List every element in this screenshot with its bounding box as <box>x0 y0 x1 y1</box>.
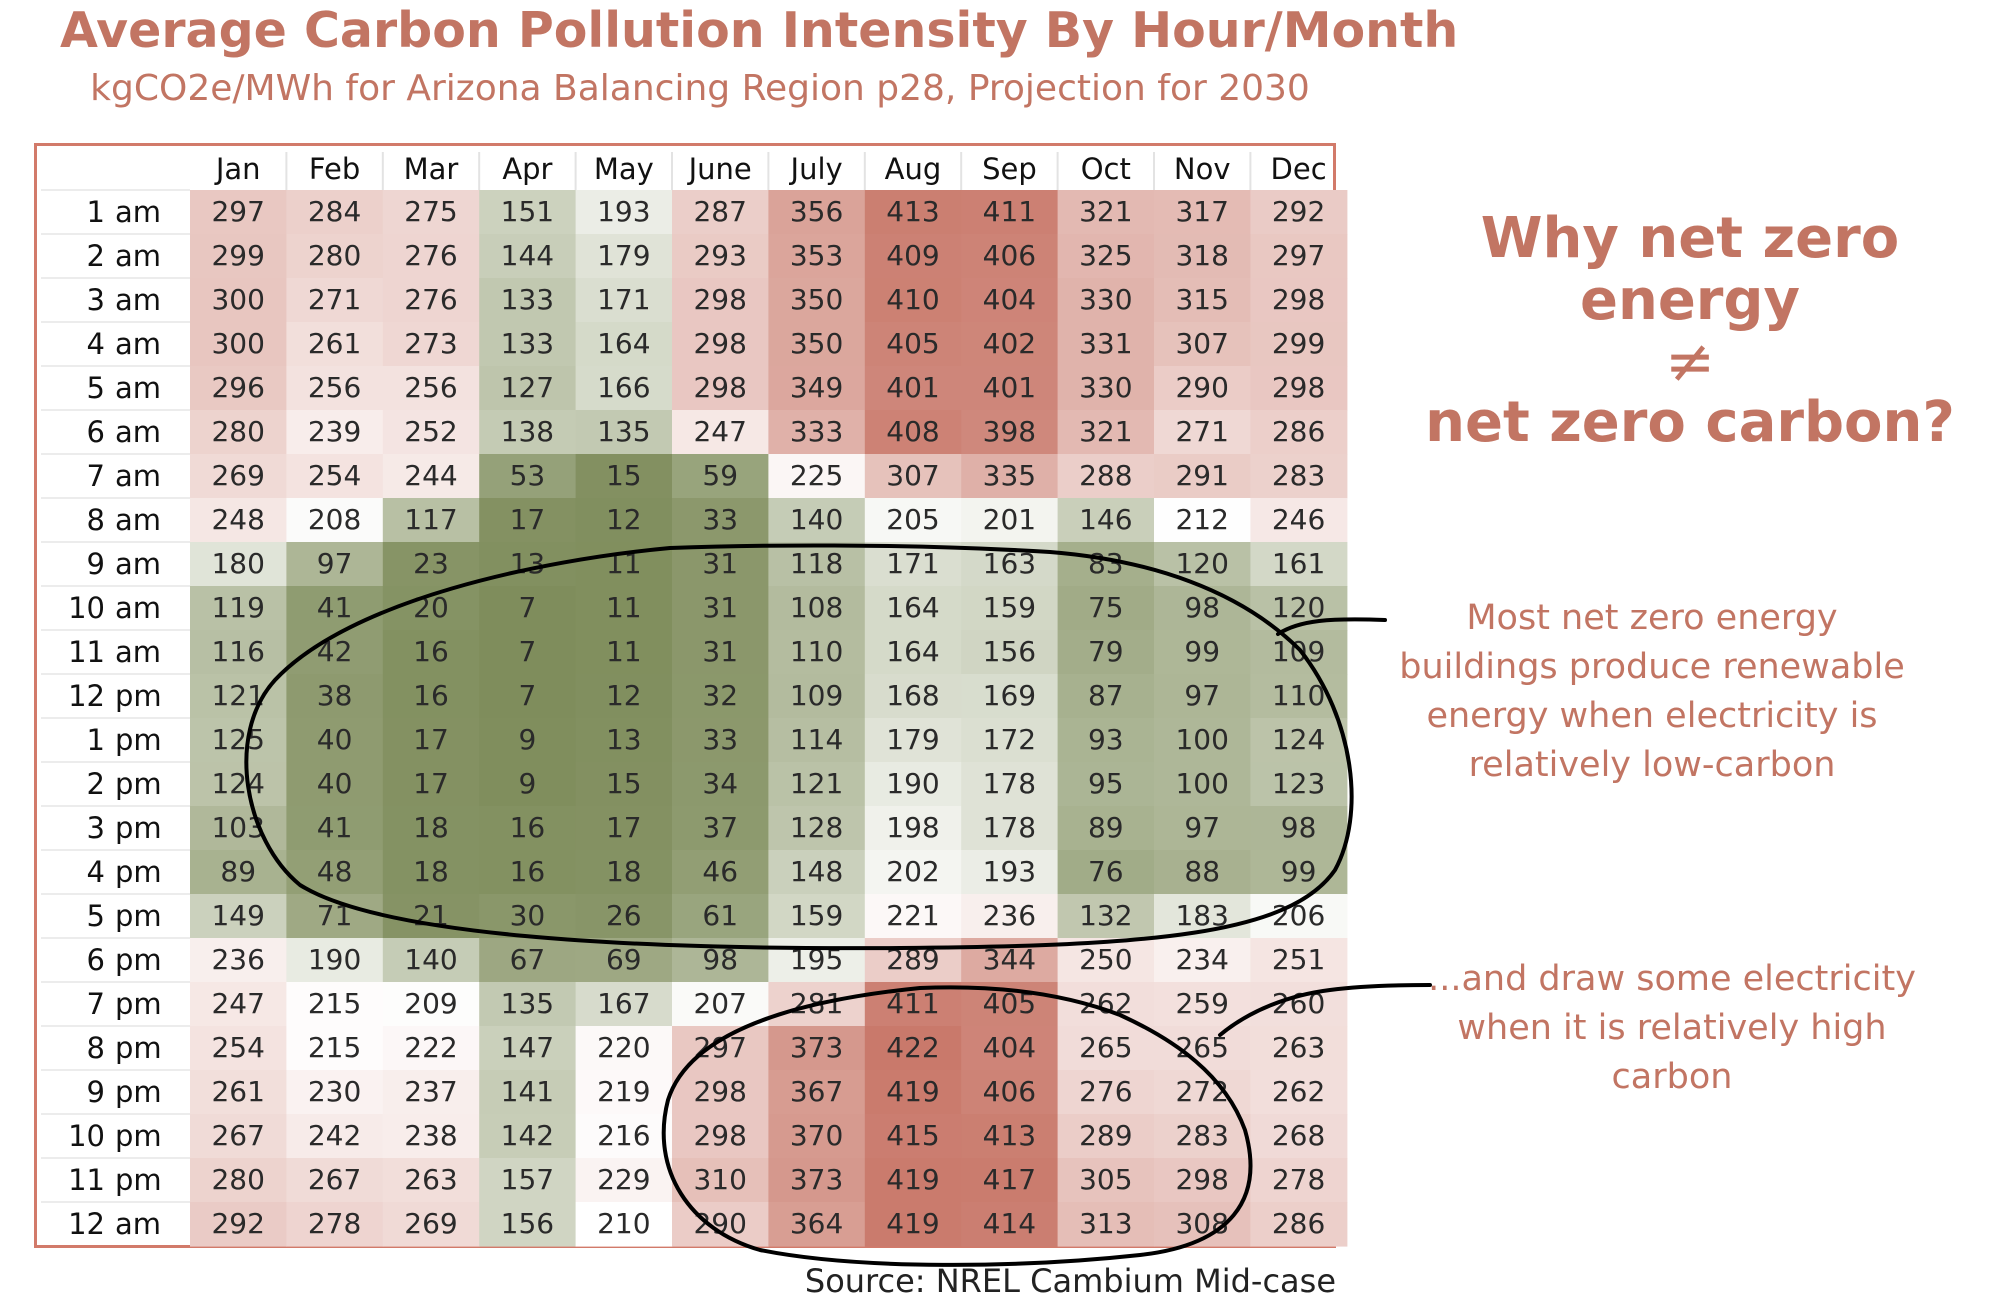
not-equal-sign: ≠ <box>1664 327 1716 397</box>
low-carbon-note: Most net zero energy buildings produce r… <box>1399 598 1905 785</box>
callout-line-2: net zero carbon? <box>1425 390 1955 455</box>
callout-line-1: Why net zero energy <box>1480 206 1900 333</box>
high-carbon-note: ...and draw some electricity when it is … <box>1428 959 1916 1097</box>
callout-heading: Why net zero energy ≠ net zero carbon? <box>1390 208 1990 454</box>
heatmap-frame <box>34 143 1336 1248</box>
chart-title: Average Carbon Pollution Intensity By Ho… <box>60 2 1459 59</box>
source-note: Source: NREL Cambium Mid-case <box>804 1262 1336 1300</box>
chart-subtitle: kgCO2e/MWh for Arizona Balancing Region … <box>90 68 1310 109</box>
